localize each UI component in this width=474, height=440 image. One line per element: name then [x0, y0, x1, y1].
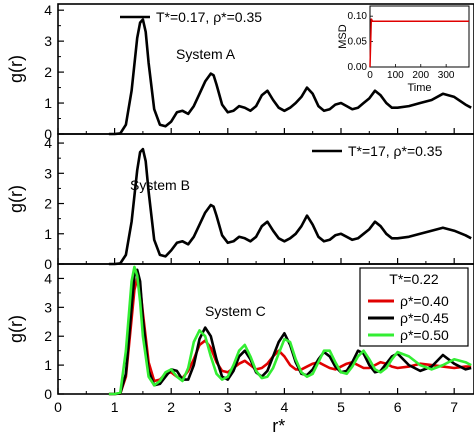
- y-tick-label: 1: [44, 95, 52, 111]
- inset-y-tick-label: 0.00: [348, 62, 368, 73]
- annotation-middle: System B: [130, 177, 190, 193]
- x-tick-label: 6: [394, 399, 402, 415]
- y-axis-label-middle: g(r): [6, 185, 26, 213]
- y-tick-label: 3: [44, 33, 52, 49]
- inset-series-line: [369, 18, 469, 68]
- x-tick-label: 7: [450, 399, 458, 415]
- y-tick-label: 0: [44, 256, 52, 272]
- y-tick-label: 2: [44, 64, 52, 80]
- y-tick-label: 0: [44, 386, 52, 402]
- y-tick-label: 2: [44, 328, 52, 344]
- panel-frame-bottom: [57, 263, 474, 395]
- annotation-top: System A: [176, 46, 236, 62]
- series-line-bottom-0: [108, 277, 472, 396]
- x-tick-label: 2: [167, 399, 175, 415]
- x-axis-label: r*: [272, 416, 285, 436]
- y-tick-label: 4: [44, 270, 52, 286]
- y-tick-label: 1: [44, 357, 52, 373]
- y-tick-label: 3: [44, 299, 52, 315]
- y-tick-label: 0: [44, 126, 52, 142]
- legend-label: T*=17, ρ*=0.35: [348, 143, 443, 159]
- y-tick-label: 4: [44, 2, 52, 18]
- series-line-middle-0: [108, 147, 472, 266]
- inset-y-tick-label: 0.05: [348, 37, 368, 48]
- inset-x-tick-label: 300: [438, 70, 455, 81]
- legend-title: T*=0.22: [389, 271, 439, 287]
- x-tick-label: 1: [111, 399, 119, 415]
- y-tick-label: 2: [44, 196, 52, 212]
- series-line-top-0: [108, 18, 472, 136]
- x-tick-label: 3: [224, 399, 232, 415]
- inset-x-tick-label: 100: [387, 70, 404, 81]
- legend-label: T*=0.17, ρ*=0.35: [156, 9, 262, 25]
- annotation-bottom: System C: [205, 303, 266, 319]
- x-tick-label: 0: [54, 399, 62, 415]
- y-tick-label: 1: [44, 226, 52, 242]
- inset-y-label: MSD: [337, 24, 349, 49]
- inset-x-tick-label: 0: [367, 70, 373, 81]
- x-tick-label: 4: [280, 399, 288, 415]
- y-axis-label-bottom: g(r): [6, 315, 26, 343]
- inset-frame: [369, 5, 470, 68]
- inset-x-label: Time: [407, 82, 431, 94]
- inset-y-tick-label: 0.10: [348, 11, 368, 22]
- series-line-bottom-2: [108, 265, 472, 396]
- y-tick-label: 3: [44, 165, 52, 181]
- legend-label-1: ρ*=0.45: [400, 310, 449, 326]
- inset-x-tick-label: 200: [412, 70, 429, 81]
- x-tick-label: 5: [337, 399, 345, 415]
- legend-label-0: ρ*=0.40: [400, 293, 449, 309]
- y-tick-label: 4: [44, 135, 52, 151]
- y-axis-label-top: g(r): [6, 55, 26, 83]
- legend-label-2: ρ*=0.50: [400, 327, 449, 343]
- legend-box: [359, 267, 469, 347]
